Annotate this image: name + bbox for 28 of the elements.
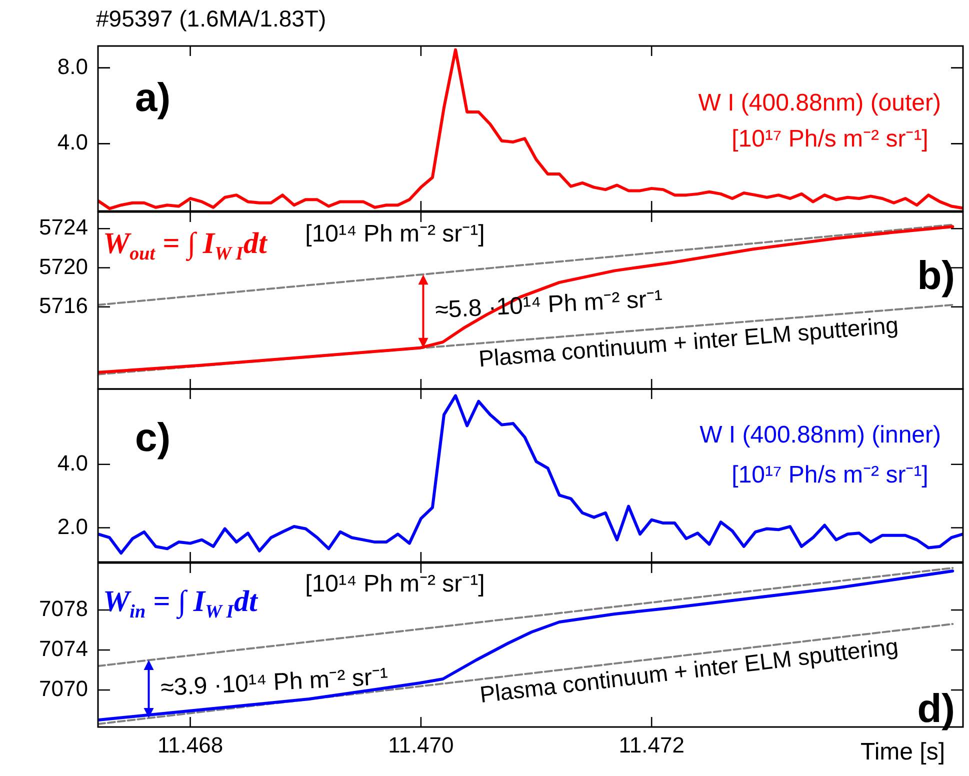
text: W I (400.88nm) (inner) <box>700 422 941 449</box>
annotation: c) <box>135 416 171 460</box>
y-tick-label: 2.0 <box>57 514 88 539</box>
y-tick-label: 7074 <box>39 636 88 662</box>
y-tick-label: 7070 <box>39 676 88 702</box>
annotation: d) <box>917 687 956 732</box>
y-tick-label: 4.0 <box>57 130 88 155</box>
annotation: [10¹⁷ Ph/s m⁻² sr⁻¹] <box>732 126 928 153</box>
annotation: [10¹⁷ Ph/s m⁻² sr⁻¹] <box>732 462 928 489</box>
text: W I (400.88nm) (outer) <box>698 90 942 117</box>
annotation: a) <box>135 76 171 120</box>
y-tick-label: 7078 <box>39 596 88 622</box>
y-tick-label: 5720 <box>39 254 88 279</box>
annotation: [10¹⁴ Ph m⁻² sr⁻¹] <box>305 220 485 248</box>
x-tick-label: 11.472 <box>618 732 684 758</box>
y-tick-label: 4.0 <box>57 450 88 476</box>
annotation: ≈3.9 ·10¹⁴ Ph m⁻² sr⁻¹ <box>160 663 389 702</box>
annotation: ≈5.8 ·10¹⁴ Ph m⁻² sr⁻¹ <box>434 286 664 324</box>
annotation: [10¹⁴ Ph m⁻² sr⁻¹] <box>305 570 485 598</box>
x-axis-title: Time [s] <box>860 738 946 766</box>
x-tick-label: 11.468 <box>157 732 224 758</box>
annotation: b) <box>917 254 956 298</box>
y-tick-label: 5716 <box>39 292 88 318</box>
annotation: Plasma continuum + inter ELM sputtering <box>478 632 900 708</box>
x-tick-label: 11.470 <box>388 732 454 758</box>
chart-title: #95397 (1.6MA/1.83T) <box>96 5 326 32</box>
y-tick-label: 8.0 <box>57 54 88 79</box>
y-tick-label: 5724 <box>39 214 88 240</box>
